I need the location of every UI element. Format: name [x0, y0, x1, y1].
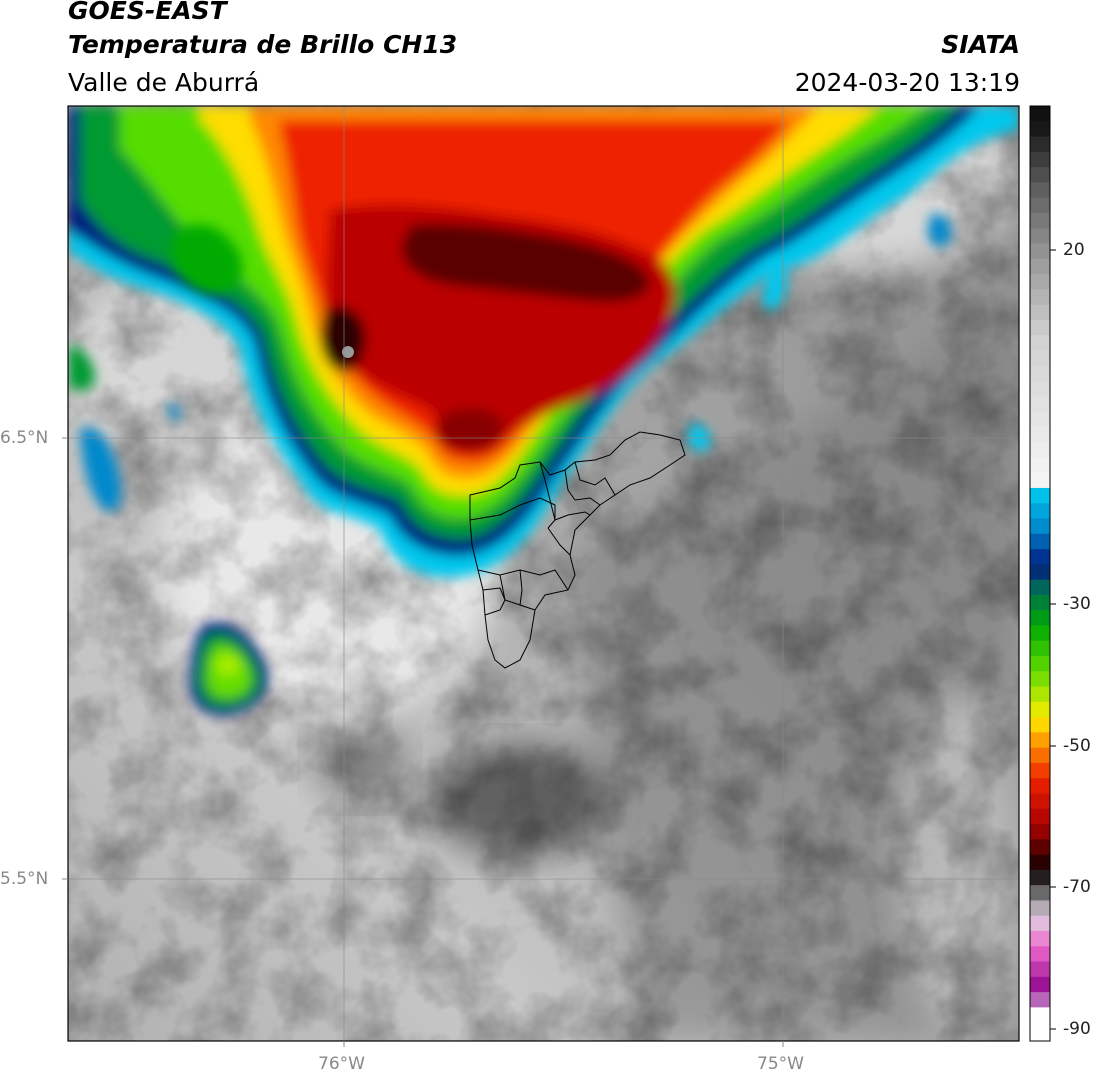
- colorbar-segment: [1030, 151, 1050, 168]
- colorbar-segment: [1030, 243, 1050, 260]
- colorbar-segment: [1030, 976, 1050, 993]
- colorbar-segment: [1030, 121, 1050, 138]
- colorbar-segment: [1030, 304, 1050, 321]
- colorbar-segment: [1030, 319, 1050, 336]
- colorbar-segment: [1030, 136, 1050, 153]
- colorbar-segment: [1030, 732, 1050, 749]
- colorbar-frame: [1029, 105, 1051, 1042]
- colorbar-segment: [1030, 946, 1050, 963]
- colorbar-segment: [1030, 885, 1050, 902]
- temperature-field: [68, 106, 1019, 1041]
- colorbar-segment: [1030, 793, 1050, 810]
- colorbar-segment: [1030, 396, 1050, 413]
- colorbar-segment: [1030, 839, 1050, 856]
- colorbar-segment: [1030, 365, 1050, 382]
- colorbar-label-minus30: -30: [1063, 594, 1091, 614]
- colorbar-segment: [1030, 931, 1050, 947]
- lat-label-6-5: 6.5°N: [0, 428, 49, 448]
- colorbar-segment: [1030, 167, 1050, 183]
- colorbar-segment: [1030, 625, 1050, 642]
- colorbar-segment: [1030, 518, 1050, 535]
- colorbar-segment: [1030, 442, 1050, 458]
- colorbar-segment: [1030, 197, 1050, 214]
- colorbar-segment: [1030, 564, 1050, 581]
- colorbar-segment: [1030, 900, 1050, 917]
- colorbar-segment: [1030, 778, 1050, 795]
- colorbar-segment: [1030, 182, 1050, 199]
- colorbar-label-minus50: -50: [1063, 736, 1091, 756]
- colorbar-segment: [1030, 350, 1050, 367]
- colorbar-segment: [1030, 610, 1050, 627]
- colorbar-segment: [1030, 701, 1050, 718]
- colorbar-segment: [1030, 824, 1050, 840]
- colorbar-segment: [1030, 289, 1050, 306]
- map-frame: [67, 105, 1020, 1042]
- colorbar-segment: [1030, 335, 1050, 352]
- colorbar-segment: [1030, 1037, 1050, 1042]
- convective-cloud: [68, 106, 1019, 578]
- colorbar-segment: [1030, 808, 1050, 825]
- colorbar-segment: [1030, 274, 1050, 290]
- colorbar-segment: [1030, 1007, 1050, 1024]
- colorbar-segment: [1030, 961, 1050, 978]
- colorbar-segment: [1030, 762, 1050, 779]
- colorbar-segment: [1030, 579, 1050, 596]
- product-title: Temperatura de Brillo CH13: [68, 30, 458, 59]
- colorbar-segment: [1030, 381, 1050, 397]
- region-label: Valle de Aburrá: [68, 68, 260, 97]
- colorbar-segment: [1030, 212, 1050, 229]
- colorbar-segment: [1030, 915, 1050, 932]
- colorbar-segment: [1030, 533, 1050, 550]
- municipal-boundaries: [469, 431, 686, 669]
- colorbar-segment: [1030, 1022, 1050, 1039]
- colorbar-segment: [1030, 258, 1050, 275]
- colorbar: [1030, 106, 1050, 1042]
- colorbar-segment: [1030, 426, 1050, 443]
- colorbar-segment: [1030, 992, 1050, 1008]
- source-label: SIATA: [941, 30, 1020, 59]
- colorbar-segment: [1030, 594, 1050, 611]
- colorbar-segment: [1030, 411, 1050, 428]
- datetime-label: 2024-03-20 13:19: [794, 68, 1020, 97]
- lon-label-76w: 76°W: [318, 1054, 365, 1074]
- colorbar-label-20: 20: [1063, 240, 1085, 260]
- colorbar-segment: [1030, 487, 1050, 504]
- colorbar-segment: [1030, 106, 1050, 122]
- colorbar-segment: [1030, 228, 1050, 245]
- colorbar-segment: [1030, 854, 1050, 871]
- lat-label-5-5: 5.5°N: [0, 869, 49, 889]
- colorbar-segment: [1030, 472, 1050, 489]
- lon-label-75w: 75°W: [757, 1054, 804, 1074]
- colorbar-segment: [1030, 686, 1050, 703]
- colorbar-segment: [1030, 747, 1050, 764]
- overshooting-top: [342, 346, 354, 358]
- isolated-cell: [189, 622, 268, 716]
- colorbar-segment: [1030, 656, 1050, 672]
- colorbar-segment: [1030, 503, 1050, 520]
- colorbar-segment: [1030, 457, 1050, 474]
- colorbar-ticks: [1050, 249, 1056, 1030]
- axis-ticks: [62, 437, 784, 1047]
- satellite-title: GOES-EAST: [68, 0, 227, 25]
- gridlines: [68, 106, 1019, 1041]
- colorbar-label-minus90: -90: [1063, 1019, 1091, 1039]
- colorbar-segment: [1030, 869, 1050, 886]
- colorbar-segment: [1030, 640, 1050, 657]
- colorbar-segment: [1030, 671, 1050, 688]
- colorbar-segment: [1030, 549, 1050, 565]
- colorbar-label-minus70: -70: [1063, 877, 1091, 897]
- colorbar-segment: [1030, 717, 1050, 733]
